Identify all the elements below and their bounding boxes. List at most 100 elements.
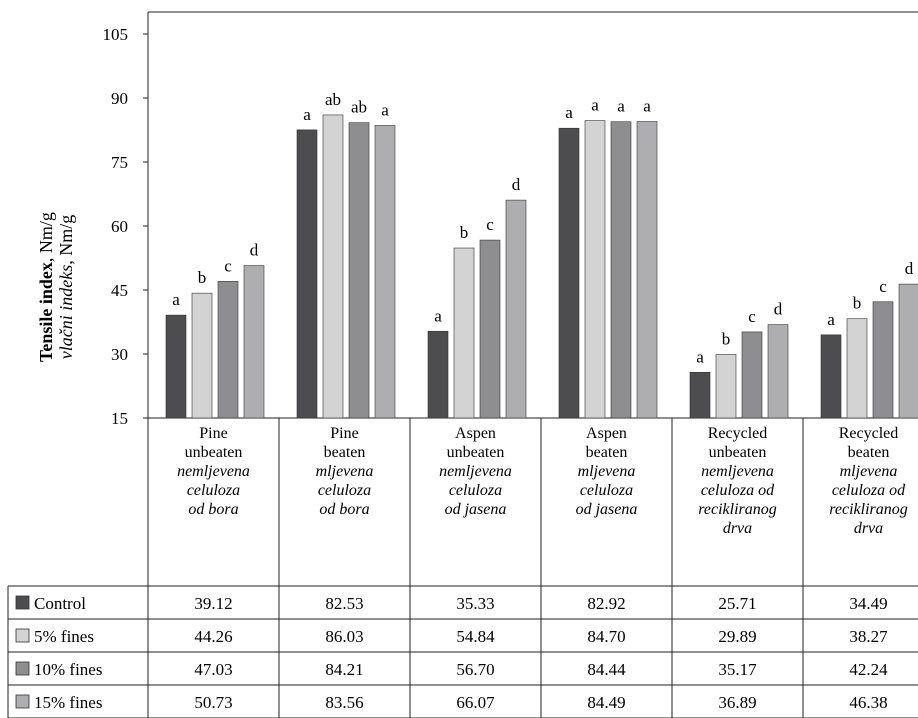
- bar-0-2: [217, 281, 239, 419]
- bar-2-2: [479, 239, 501, 419]
- category-label: Recycled: [708, 425, 768, 442]
- y-tick-label: 105: [103, 25, 129, 44]
- y-tick-label: 60: [111, 217, 128, 236]
- table-cell: 86.03: [325, 627, 363, 646]
- table-cell: 34.49: [849, 594, 887, 613]
- table-cell: 84.70: [587, 627, 625, 646]
- category-label: unbeaten: [185, 444, 243, 461]
- category-label-italic: celuloza: [187, 482, 240, 499]
- y-axis-label-italic: vlačni indeks: [56, 265, 76, 359]
- bar-3-0: [558, 127, 580, 419]
- table-cell: 56.70: [456, 660, 494, 679]
- table-cell: 35.17: [718, 660, 757, 679]
- category-label-italic: celuloza: [580, 482, 633, 499]
- significance-letter: a: [591, 96, 599, 115]
- category-label-italic: nemljevena: [439, 463, 512, 480]
- bar-3-3: [636, 121, 658, 419]
- significance-letter: a: [303, 105, 311, 124]
- legend-label: Control: [34, 594, 86, 613]
- legend-label: 10% fines: [34, 660, 102, 679]
- category-label-italic: od jasena: [445, 501, 507, 518]
- legend-label: 5% fines: [34, 627, 94, 646]
- table-cell: 25.71: [718, 594, 756, 613]
- table-cell: 46.38: [849, 693, 887, 712]
- bar-1-1: [322, 114, 344, 419]
- y-tick-label: 75: [111, 153, 128, 172]
- significance-letter: b: [460, 223, 469, 242]
- y-axis-label-bold: Tensile index: [36, 262, 56, 362]
- significance-letter: c: [224, 256, 232, 275]
- bar-5-3: [898, 283, 918, 419]
- bar-5-2: [872, 301, 894, 419]
- bar-2-0: [427, 330, 449, 419]
- category-label: beaten: [848, 444, 890, 461]
- table-cell: 82.53: [325, 594, 363, 613]
- significance-letter: b: [722, 329, 731, 348]
- significance-letter: a: [381, 100, 389, 119]
- table-cell: 66.07: [456, 693, 495, 712]
- significance-letter: d: [250, 241, 259, 260]
- significance-letter: a: [434, 306, 442, 325]
- table-cell: 84.21: [325, 660, 363, 679]
- table-cell: 35.33: [456, 594, 494, 613]
- significance-letter: c: [486, 215, 494, 234]
- category-label-italic: recikliranog: [698, 501, 777, 518]
- y-tick-label: 45: [111, 281, 128, 300]
- significance-letter: a: [565, 103, 573, 122]
- bar-1-2: [348, 122, 370, 419]
- bar-4-3: [767, 324, 789, 419]
- category-label-italic: celuloza od: [832, 482, 906, 499]
- significance-letter: ab: [351, 98, 367, 117]
- category-label-italic: celuloza: [318, 482, 371, 499]
- y-axis-label-croatian: vlačni indeks, Nm/g: [56, 215, 76, 359]
- category-label-italic: od bora: [319, 501, 369, 518]
- table-cell: 42.24: [849, 660, 888, 679]
- bar-1-3: [374, 125, 396, 419]
- category-label-italic: drva: [723, 520, 752, 537]
- category-label-italic: drva: [854, 520, 883, 537]
- category-label-italic: nemljevena: [701, 463, 774, 480]
- table-cell: 84.49: [587, 693, 625, 712]
- y-tick-label: 90: [111, 89, 128, 108]
- significance-letter: a: [617, 97, 625, 116]
- bar-5-0: [820, 334, 842, 419]
- legend-swatch: [15, 628, 30, 643]
- category-label-italic: mljevena: [840, 463, 898, 480]
- bar-3-2: [610, 121, 632, 419]
- table-cell: 47.03: [194, 660, 232, 679]
- legend-swatch: [15, 694, 30, 709]
- significance-letter: d: [774, 300, 783, 319]
- table-cell: 82.92: [587, 594, 625, 613]
- table-cell: 38.27: [849, 627, 888, 646]
- category-label: Aspen: [586, 425, 627, 442]
- table-cell: 39.12: [194, 594, 232, 613]
- significance-letter: a: [827, 310, 835, 329]
- category-label: Aspen: [455, 425, 496, 442]
- category-label-italic: recikliranog: [829, 501, 908, 518]
- significance-letter: b: [853, 294, 862, 313]
- significance-letter: a: [172, 290, 180, 309]
- table-cell: 44.26: [194, 627, 232, 646]
- significance-letter: a: [696, 347, 704, 366]
- table-cell: 29.89: [718, 627, 756, 646]
- y-tick-label: 15: [111, 409, 128, 428]
- category-label-italic: mljevena: [578, 463, 636, 480]
- y-axis-label-italic-unit: , Nm/g: [56, 215, 76, 265]
- bar-4-1: [715, 354, 737, 419]
- bar-1-0: [296, 129, 318, 419]
- legend-label: 15% fines: [34, 693, 102, 712]
- y-axis-label-unit: , Nm/g: [36, 212, 56, 262]
- significance-letter: ab: [325, 90, 341, 109]
- category-label: Pine: [330, 425, 358, 442]
- category-label-italic: mljevena: [316, 463, 374, 480]
- significance-letter: d: [905, 259, 914, 278]
- bar-3-1: [584, 120, 606, 419]
- table-cell: 36.89: [718, 693, 756, 712]
- table-cell: 84.44: [587, 660, 626, 679]
- y-tick-label: 30: [111, 345, 128, 364]
- category-label-italic: od bora: [188, 501, 238, 518]
- category-label: unbeaten: [447, 444, 505, 461]
- bar-5-1: [846, 318, 868, 419]
- table-cell: 54.84: [456, 627, 495, 646]
